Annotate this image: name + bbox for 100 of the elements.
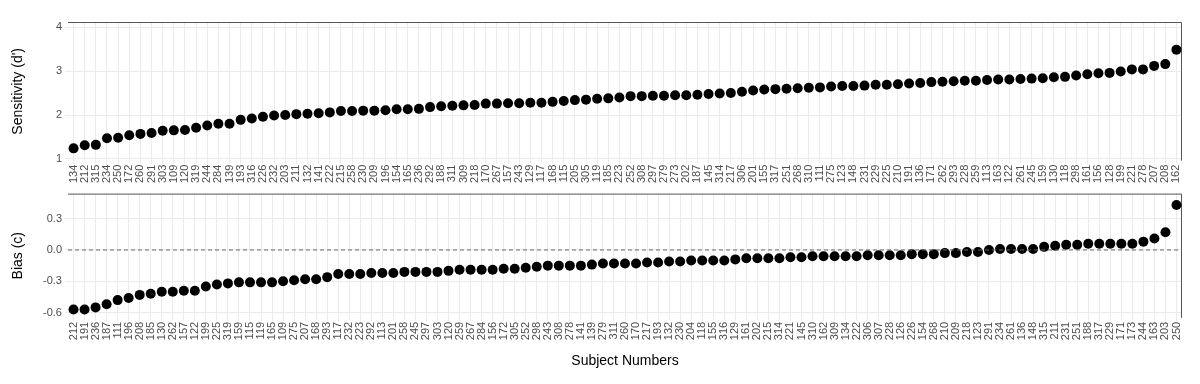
x-tick-label: 297	[645, 164, 658, 184]
x-tick-label: 211	[1048, 321, 1061, 340]
x-tick-label: 292	[423, 164, 436, 184]
x-tick-label: 123	[835, 164, 848, 184]
x-tick-label: 229	[868, 164, 881, 184]
x-tick-label: 109	[276, 321, 289, 341]
x-tick-label: 191	[902, 164, 915, 184]
x-tick-label: 109	[166, 164, 179, 184]
x-tick-label: 139	[584, 321, 597, 341]
x-tick-label: 262	[935, 164, 948, 184]
x-tick-label: 314	[772, 321, 785, 341]
y-tick-label: 2	[55, 108, 62, 121]
x-tick-label: 310	[805, 321, 818, 341]
x-tick-label: 159	[231, 321, 244, 341]
x-tick-label: 122	[1002, 164, 1015, 184]
x-tick-label: 319	[189, 164, 202, 184]
x-tick-label: 120	[441, 321, 454, 341]
x-tick-label: 193	[233, 164, 246, 184]
x-tick-label: 218	[467, 164, 480, 184]
x-tick-label: 298	[529, 321, 542, 341]
x-tick-label: 205	[567, 164, 580, 184]
x-tick-label: 199	[198, 321, 211, 341]
x-tick-label: 159	[1035, 164, 1048, 184]
x-tick-label: 162	[1169, 164, 1182, 184]
x-tick-label: 309	[827, 321, 840, 341]
x-tick-label: 232	[267, 164, 280, 184]
x-tick-label: 130	[1046, 164, 1059, 184]
x-tick-label: 111	[110, 321, 123, 339]
x-tick-label: 165	[265, 321, 278, 341]
y-axis-title: Sensitivity (d')	[9, 47, 26, 135]
x-tick-label: 293	[946, 164, 959, 184]
x-tick-label: 113	[375, 321, 388, 340]
x-tick-label: 161	[1080, 164, 1093, 184]
x-tick-label: 148	[846, 164, 859, 184]
x-tick-label: 307	[871, 321, 884, 341]
x-tick-label: 168	[309, 321, 322, 341]
x-tick-label: 275	[824, 164, 837, 184]
x-tick-label: 115	[243, 321, 256, 340]
x-tick-label: 306	[860, 321, 873, 341]
x-tick-label: 223	[612, 164, 625, 184]
x-tick-label: 316	[717, 321, 730, 341]
x-tick-label: 252	[623, 164, 636, 184]
x-tick-label: 134	[838, 321, 851, 341]
x-tick-label: 221	[783, 321, 796, 341]
x-tick-label: 118	[1058, 164, 1071, 183]
x-tick-label: 113	[980, 164, 993, 183]
x-tick-label: 317	[1092, 321, 1105, 341]
x-tick-label: 226	[255, 164, 268, 184]
x-tick-label: 244	[1136, 321, 1149, 341]
y-tick-label: 3	[55, 64, 62, 77]
x-tick-label: 188	[434, 164, 447, 184]
x-tick-label: 278	[1136, 164, 1149, 184]
x-tick-label: 234	[100, 164, 113, 184]
x-tick-label: 292	[364, 321, 377, 341]
x-tick-label: 120	[178, 164, 190, 184]
x-tick-label: 316	[244, 164, 257, 184]
x-tick-label: 117	[331, 321, 344, 340]
x-tick-label: 148	[1026, 321, 1039, 341]
y-tick-label: -0.6	[43, 305, 62, 318]
x-tick-label: 203	[278, 164, 291, 184]
x-tick-label: 202	[679, 164, 692, 184]
x-tick-label: 132	[300, 164, 313, 184]
x-tick-label: 311	[445, 164, 458, 183]
x-tick-label: 212	[77, 164, 90, 184]
x-tick-label: 157	[501, 164, 514, 184]
x-tick-label: 162	[816, 321, 829, 341]
x-tick-label: 187	[690, 164, 703, 184]
x-tick-label: 156	[485, 321, 498, 341]
x-tick-label: 319	[220, 321, 233, 341]
x-tick-label: 291	[144, 164, 157, 184]
x-tick-label: 210	[890, 164, 903, 184]
x-tick-label: 309	[456, 164, 469, 184]
x-tick-label: 196	[378, 164, 391, 184]
y-tick-label: -0.3	[43, 274, 62, 287]
x-tick-label: 231	[857, 164, 870, 184]
x-tick-label: 123	[970, 321, 983, 341]
x-tick-label: 132	[662, 321, 675, 341]
x-tick-label: 217	[640, 321, 653, 341]
x-tick-label: 129	[728, 321, 741, 341]
x-tick-label: 225	[209, 321, 222, 341]
x-tick-label: 293	[320, 321, 333, 341]
x-tick-label: 115	[556, 164, 569, 183]
x-tick-label: 303	[155, 164, 168, 184]
x-tick-label: 209	[948, 321, 961, 341]
x-tick-label: 278	[562, 321, 575, 341]
x-tick-label: 268	[926, 321, 939, 341]
y-tick-label: 4	[55, 20, 62, 33]
x-tick-label: 188	[1081, 321, 1094, 341]
x-tick-label: 310	[801, 164, 814, 184]
x-tick-label: 207	[1147, 164, 1160, 184]
x-tick-label: 191	[77, 321, 90, 341]
x-tick-label: 279	[657, 164, 670, 184]
x-tick-label: 215	[333, 164, 346, 184]
x-tick-label: 139	[222, 164, 235, 184]
x-tick-label: 155	[757, 164, 770, 184]
x-tick-label: 232	[342, 321, 355, 341]
x-tick-label: 129	[523, 164, 536, 184]
x-tick-label: 244	[200, 164, 213, 184]
x-tick-label: 259	[968, 164, 981, 184]
x-tick-label: 236	[411, 164, 424, 184]
